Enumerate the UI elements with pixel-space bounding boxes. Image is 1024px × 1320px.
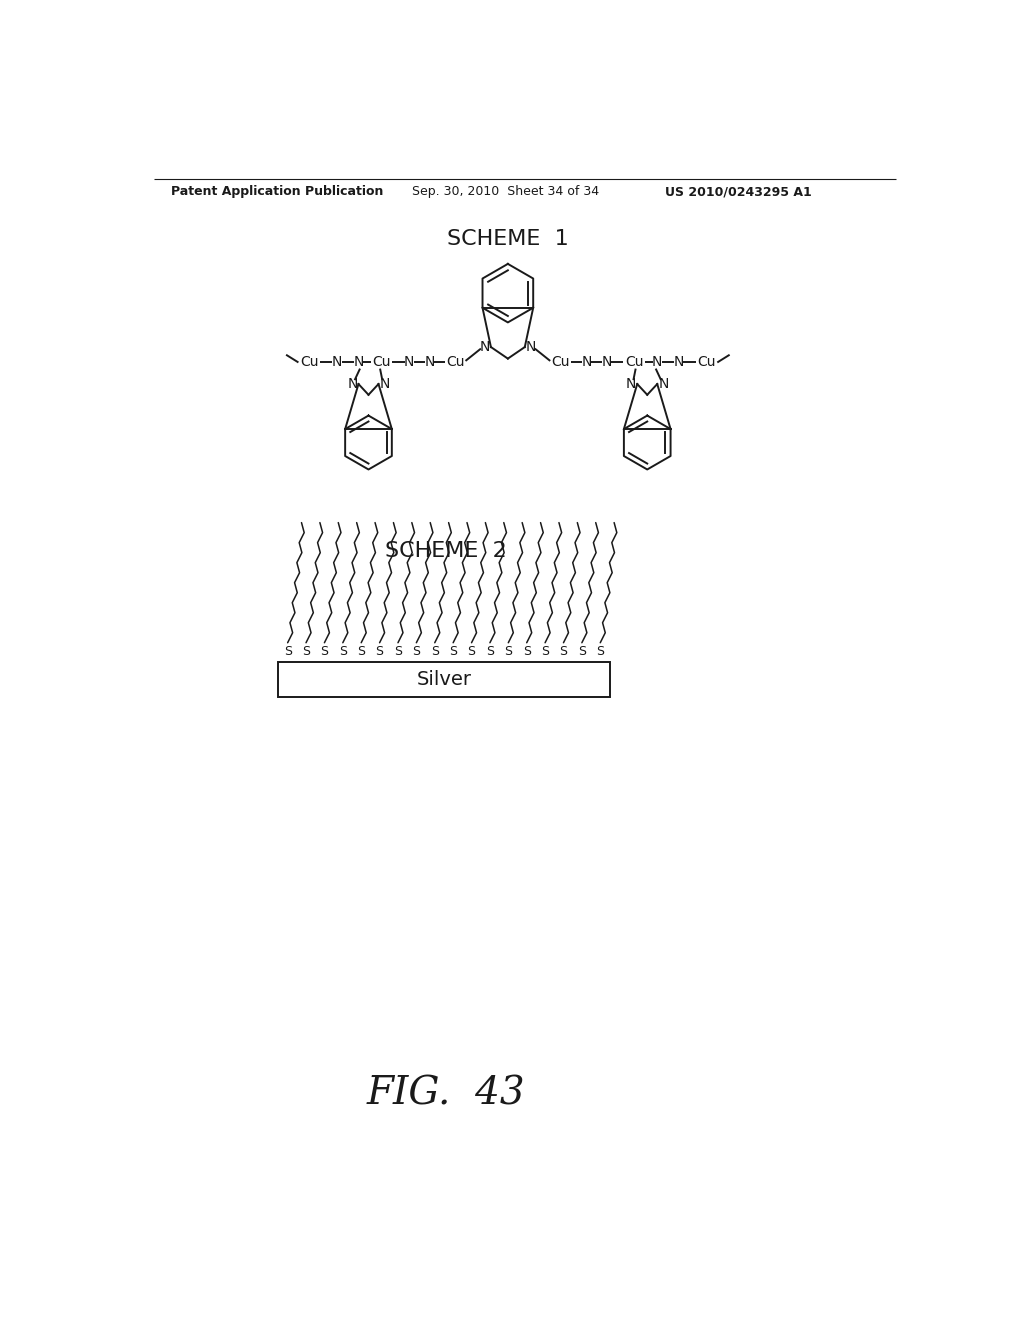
Text: N: N: [601, 355, 611, 370]
Text: N: N: [479, 341, 489, 354]
Text: N: N: [353, 355, 364, 370]
Text: N: N: [674, 355, 684, 370]
Text: Silver: Silver: [417, 671, 471, 689]
Text: S: S: [284, 645, 292, 659]
Text: S: S: [339, 645, 347, 659]
Text: Cu: Cu: [446, 355, 465, 370]
Text: N: N: [424, 355, 434, 370]
Text: US 2010/0243295 A1: US 2010/0243295 A1: [666, 185, 812, 198]
FancyBboxPatch shape: [279, 663, 609, 697]
Text: N: N: [380, 378, 390, 391]
Text: Cu: Cu: [697, 355, 716, 370]
Text: N: N: [347, 378, 357, 391]
Text: Patent Application Publication: Patent Application Publication: [171, 185, 383, 198]
Text: N: N: [332, 355, 342, 370]
Text: N: N: [404, 355, 415, 370]
Text: FIG.  43: FIG. 43: [367, 1076, 525, 1113]
Text: S: S: [413, 645, 421, 659]
Text: S: S: [357, 645, 366, 659]
Text: S: S: [376, 645, 384, 659]
Text: N: N: [626, 378, 636, 391]
Text: S: S: [578, 645, 586, 659]
Text: SCHEME  2: SCHEME 2: [385, 541, 507, 561]
Text: S: S: [486, 645, 494, 659]
Text: S: S: [394, 645, 402, 659]
Text: S: S: [504, 645, 512, 659]
Text: N: N: [525, 341, 537, 354]
Text: Cu: Cu: [625, 355, 643, 370]
Text: Cu: Cu: [373, 355, 391, 370]
Text: S: S: [559, 645, 567, 659]
Text: S: S: [431, 645, 438, 659]
Text: S: S: [541, 645, 549, 659]
Text: N: N: [652, 355, 663, 370]
Text: S: S: [321, 645, 329, 659]
Text: Sep. 30, 2010  Sheet 34 of 34: Sep. 30, 2010 Sheet 34 of 34: [412, 185, 599, 198]
Text: S: S: [596, 645, 604, 659]
Text: S: S: [468, 645, 475, 659]
Text: S: S: [302, 645, 310, 659]
Text: SCHEME  1: SCHEME 1: [447, 230, 568, 249]
Text: N: N: [658, 378, 669, 391]
Text: S: S: [450, 645, 457, 659]
Text: N: N: [582, 355, 592, 370]
Text: S: S: [522, 645, 530, 659]
Text: Cu: Cu: [300, 355, 318, 370]
Text: Cu: Cu: [551, 355, 569, 370]
